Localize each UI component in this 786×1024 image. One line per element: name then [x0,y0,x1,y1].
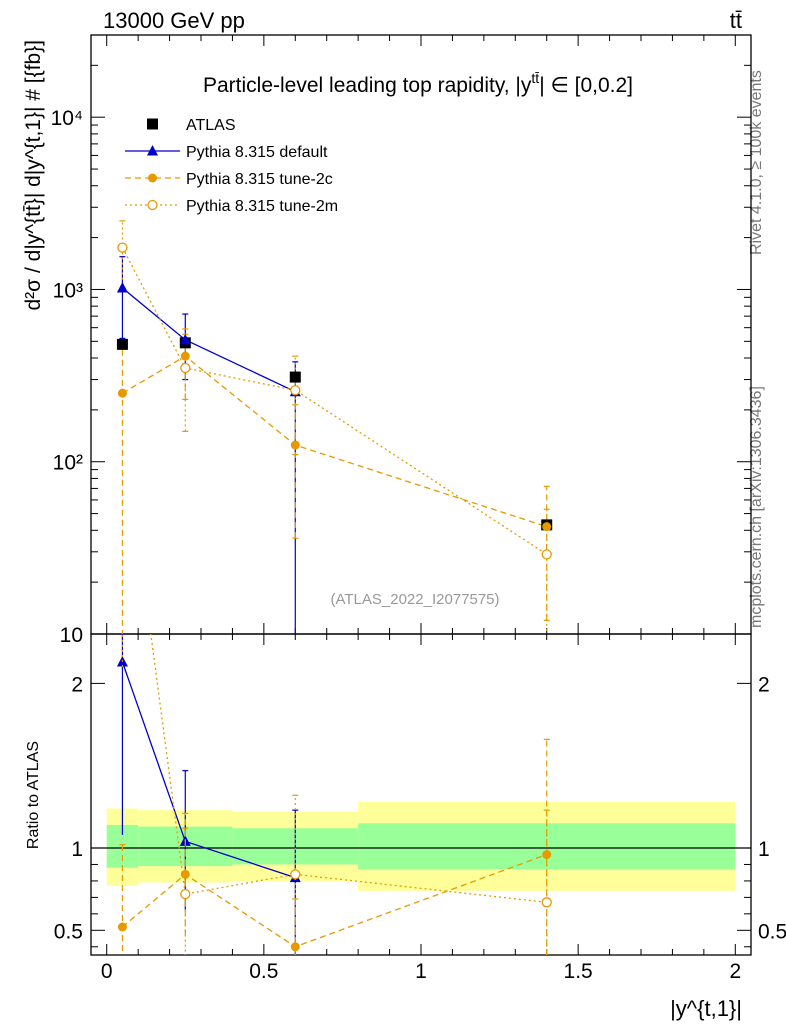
ratio-series-line [122,853,547,948]
series-point [542,522,552,532]
y-tick-label: 10 [60,624,83,647]
ratio-tick-label: 0.5 [54,920,83,943]
y-tick-label: 10² [53,452,83,475]
series-point [290,385,301,396]
x-tick-label: 2 [729,960,741,983]
ratio-series-point [290,869,301,880]
series-point [179,333,191,345]
ratio-y-axis-label: Ratio to ATLAS [25,741,42,849]
series-point [290,440,300,450]
legend-marker [147,118,158,130]
x-tick-label: 0.5 [249,960,278,983]
y-axis-label: d²σ / d|y^{tt̄}| d|y^{t,1}| # [{fb}] [22,40,45,311]
series-point [117,242,128,253]
chart-title-text: Particle-level leading top rapidity, |y [203,74,532,97]
ratio-series-point [541,897,552,908]
ratio-tick-label: 1 [71,838,83,861]
y-tick-label: 10⁴ [51,107,83,130]
ratio-series-point [180,888,191,900]
axis-ticks [91,34,751,955]
legend-marker [148,173,157,183]
x-tick-label: 1 [415,960,427,983]
series-point [117,388,127,398]
header-process: tt̄ [730,8,742,33]
ratio-tick-label: 2 [71,673,83,696]
x-axis-label: |y^{t,1}| [670,996,742,1021]
x-tick-label: 1.5 [564,960,593,983]
series-point [116,281,128,293]
series-point [180,351,190,361]
series-point [180,362,191,374]
chart-title-tail: | ∈ [0,0.2] [539,74,633,97]
data-point [289,371,301,383]
series-point [541,549,552,560]
legend-label: Pythia 8.315 tune-2c [186,171,333,188]
header-energy: 13000 GeV pp [103,8,245,33]
ratio-series-line [150,634,547,903]
mcplots-label: mcplots.cern.ch [arXiv:1306.3436] [748,386,765,628]
rivet-version-label: Rivet 4.1.0, ≥ 100k events [748,70,765,255]
legend-marker [147,145,158,156]
legend-label: ATLAS [186,117,236,134]
ratio-series-point [117,922,127,932]
analysis-watermark: (ATLAS_2022_I2077575) [330,591,499,608]
ratio-tick-label: 0.5 [758,920,786,943]
series-line [121,247,548,555]
ratio-series-point [290,942,300,952]
series-line [122,287,296,393]
chart-title: Particle-level leading top rapidity, |yt… [203,70,633,97]
data-point [116,338,128,350]
chart-title-sup: tt̄ [531,70,539,86]
y-tick-label: 10³ [53,279,83,302]
ratio-tick-label: 2 [758,673,770,696]
ratio-series-layer [116,634,552,955]
ratio-panel-frame [90,633,752,956]
axis-tick-labels: 0 0.5 1 1.5 2 10 10² 10³ 10⁴ 0.5 0.5 1 1 2 2 [51,107,786,983]
legend-label: Pythia 8.315 default [186,144,328,161]
main-series-layer [116,220,553,634]
legend: ATLAS Pythia 8.315 default Pythia 8.315 tu… [125,117,338,215]
ratio-tick-label: 1 [758,838,770,861]
legend-label: Pythia 8.315 tune-2m [186,198,338,215]
series-line [122,355,547,528]
legend-marker [147,199,158,211]
x-tick-label: 0 [101,960,113,983]
